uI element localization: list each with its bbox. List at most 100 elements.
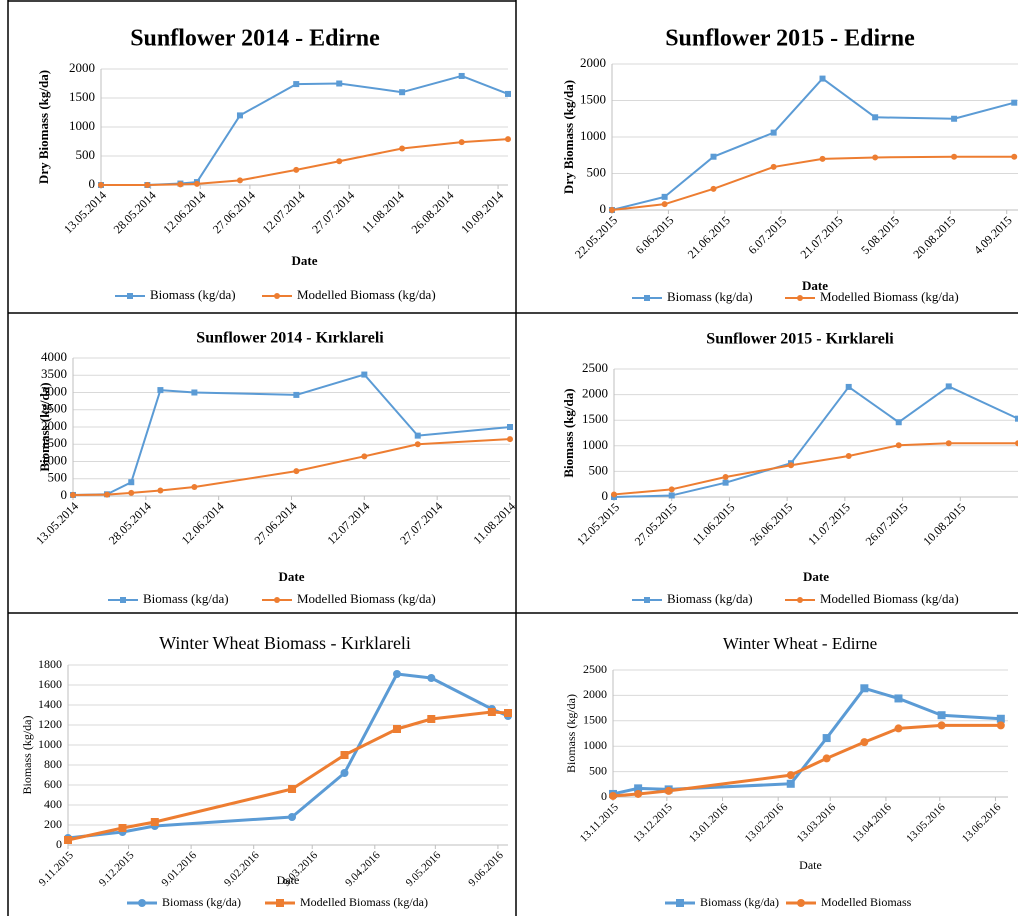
x-tick-label: 9.02.2016 xyxy=(222,849,262,889)
marker xyxy=(70,491,76,498)
y-tick-label: 3000 xyxy=(41,383,67,398)
marker xyxy=(770,163,777,170)
marker xyxy=(293,391,300,398)
marker xyxy=(634,789,643,798)
marker xyxy=(786,779,795,788)
marker xyxy=(458,139,465,146)
marker xyxy=(664,786,673,795)
y-tick-label: 500 xyxy=(589,763,607,777)
marker xyxy=(668,492,675,499)
marker xyxy=(392,670,401,678)
x-tick-label: 26.07.2015 xyxy=(863,500,911,548)
y-tick-label: 1600 xyxy=(38,677,62,691)
series-line xyxy=(612,686,1001,796)
x-tick-label: 5.08.2015 xyxy=(858,213,902,257)
x-tick-label: 27.06.2014 xyxy=(251,499,299,547)
y-tick-label: 500 xyxy=(587,164,607,179)
y-tick-label: 2000 xyxy=(69,60,95,75)
legend-label: Biomass (kg/da) xyxy=(143,591,229,606)
series-line xyxy=(613,442,1018,496)
marker xyxy=(937,711,946,720)
marker xyxy=(236,177,243,184)
x-tick-label: 12.05.2015 xyxy=(574,500,622,548)
y-tick-label: 600 xyxy=(44,777,62,791)
x-axis-label: Date xyxy=(803,569,829,584)
marker xyxy=(414,441,421,448)
legend-label: Biomass (kg/da) xyxy=(667,289,753,304)
marker xyxy=(860,738,869,747)
x-axis-label: Date xyxy=(802,278,828,293)
y-tick-label: 0 xyxy=(601,789,607,803)
y-tick-label: 0 xyxy=(602,488,609,503)
x-tick-label: 9.01.2016 xyxy=(159,849,199,889)
chart-panel: Sunflower 2014 - Edirne 0 500 1000 1500 2000 1… xyxy=(36,26,511,302)
marker xyxy=(722,474,729,481)
chart-panel: Sunflower 2014 - Kırklareli 0 500 1000 1500 2… xyxy=(33,330,518,606)
legend-label: Biomass (kg/da) xyxy=(162,895,241,909)
series-line xyxy=(72,438,511,496)
y-tick-label: 500 xyxy=(48,470,68,485)
y-tick-label: 500 xyxy=(589,462,609,477)
marker xyxy=(895,419,902,426)
x-tick-label: 26.06.2015 xyxy=(747,500,795,548)
x-tick-label: 11.06.2015 xyxy=(690,500,738,548)
chart-title: Sunflower 2014 - Edirne xyxy=(130,26,380,52)
legend-marker xyxy=(274,293,280,299)
legend-label: Modelled Biomass (kg/da) xyxy=(297,591,436,606)
series-line xyxy=(67,672,509,840)
marker xyxy=(710,185,717,192)
marker xyxy=(340,769,349,777)
x-tick-label: 28.05.2014 xyxy=(106,499,154,547)
x-tick-label: 13.05.2016 xyxy=(904,801,948,845)
marker xyxy=(609,791,617,800)
x-tick-label: 9.06.2016 xyxy=(466,849,506,889)
marker xyxy=(505,90,511,97)
series-line xyxy=(101,138,509,186)
legend-label: Modelled Biomass (kg/da) xyxy=(820,591,959,606)
marker xyxy=(661,193,668,200)
marker xyxy=(507,436,513,443)
y-tick-label: 3500 xyxy=(41,366,67,381)
marker xyxy=(361,371,368,378)
marker xyxy=(661,201,668,208)
x-tick-label: 13.05.2014 xyxy=(61,188,109,236)
y-axis-label: Biomass (kg/da) xyxy=(37,382,52,471)
marker xyxy=(894,694,903,703)
marker xyxy=(822,754,831,763)
x-tick-label: 26.08.2014 xyxy=(408,188,456,236)
marker xyxy=(822,734,831,743)
x-tick-label: 22.05.2015 xyxy=(572,213,620,261)
x-tick-label: 4.09.2015 xyxy=(971,213,1015,257)
y-tick-label: 1500 xyxy=(69,89,95,104)
marker xyxy=(860,684,869,693)
marker xyxy=(819,155,826,162)
marker xyxy=(872,114,879,121)
marker xyxy=(236,112,243,119)
marker xyxy=(103,491,110,498)
legend-label: Modelled Biomass xyxy=(821,895,912,909)
y-tick-label: 200 xyxy=(44,817,62,831)
chart-title: Winter Wheat - Edirne xyxy=(723,634,877,653)
marker xyxy=(144,182,151,188)
chart-panel: Winter Wheat - Edirne 0 500 1000 1500 2000 250… xyxy=(564,634,1008,909)
marker xyxy=(894,724,903,733)
x-tick-label: 13.12.2015 xyxy=(631,801,675,845)
y-tick-label: 1500 xyxy=(583,713,607,727)
marker xyxy=(191,389,198,396)
y-tick-label: 1000 xyxy=(582,437,608,452)
legend-marker xyxy=(797,899,805,907)
x-tick-label: 27.07.2014 xyxy=(397,499,445,547)
x-tick-label: 13.02.2016 xyxy=(743,801,787,845)
legend-label: Modelled Biomass (kg/da) xyxy=(820,289,959,304)
marker xyxy=(399,89,406,96)
marker xyxy=(895,442,902,449)
marker xyxy=(845,453,852,460)
x-tick-label: 12.06.2014 xyxy=(160,188,208,236)
marker xyxy=(609,207,615,213)
y-tick-label: 400 xyxy=(44,797,62,811)
x-tick-label: 13.11.2015 xyxy=(578,801,622,845)
x-axis-label: Date xyxy=(799,858,822,872)
marker xyxy=(507,424,513,430)
y-tick-label: 1800 xyxy=(38,657,62,671)
